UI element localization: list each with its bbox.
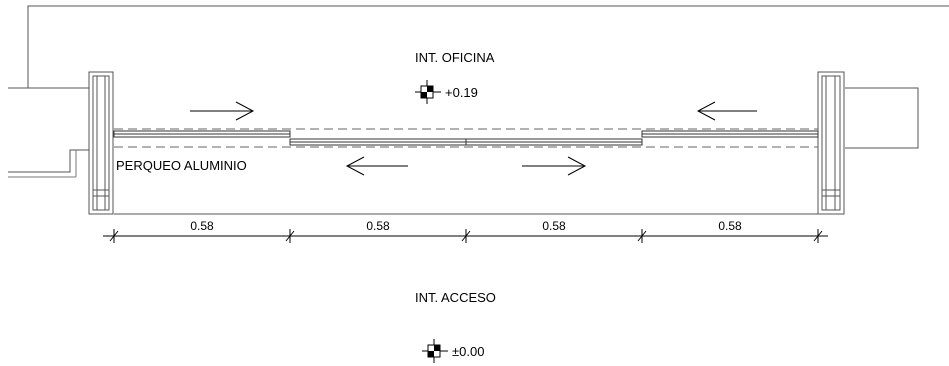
- arrow-left-icon: [696, 101, 757, 121]
- left-frame-column: [88, 71, 114, 215]
- level-marker-icon: [415, 80, 441, 104]
- wall-outline: [8, 5, 949, 215]
- dimension-labels: 0.58 0.58 0.58 0.58: [190, 219, 742, 233]
- room-label-acceso: INT. ACCESO: [415, 290, 496, 305]
- arrow-right-icon: [190, 101, 255, 121]
- room-label-oficina: INT. OFICINA: [415, 50, 495, 65]
- level-value-bottom: ±0.00: [452, 344, 484, 359]
- level-value-top: +0.19: [445, 85, 478, 100]
- dimension-label: 0.58: [542, 219, 566, 233]
- dimension-label: 0.58: [366, 219, 390, 233]
- dimension-label: 0.58: [718, 219, 742, 233]
- left-lower-wall: [8, 149, 89, 173]
- material-note: PERQUEO ALUMINIO: [116, 158, 247, 173]
- level-marker-icon: [422, 339, 448, 363]
- direction-arrows: [190, 101, 757, 176]
- dimension-label: 0.58: [190, 219, 214, 233]
- right-frame-column: [817, 71, 845, 215]
- dimension-line: [103, 229, 828, 243]
- right-wall: [845, 87, 919, 149]
- arrow-right-icon: [522, 156, 587, 176]
- arrow-left-icon: [345, 156, 408, 176]
- sliding-panels: [113, 128, 819, 148]
- upper-left-wall: [8, 5, 949, 89]
